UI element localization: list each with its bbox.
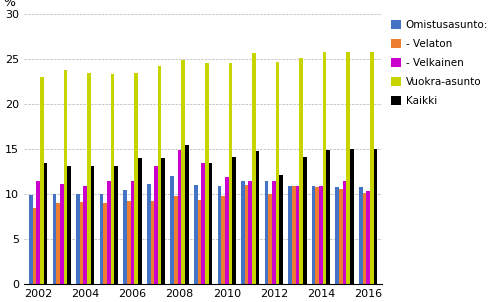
Bar [162,158,165,284]
Bar [359,187,363,284]
Y-axis label: %: % [3,0,16,9]
Bar [312,186,316,284]
Bar [178,150,181,284]
Bar [363,193,366,284]
Bar [29,195,33,284]
Bar [154,166,158,284]
Bar [127,201,131,284]
Bar [198,200,201,284]
Bar [366,191,370,284]
Bar [131,181,134,284]
Bar [53,194,56,284]
Bar [327,150,330,284]
Bar [241,181,245,284]
Bar [151,201,154,284]
Bar [350,149,354,284]
Bar [36,181,40,284]
Bar [232,157,236,284]
Bar [33,208,36,284]
Bar [228,63,232,284]
Bar [256,151,259,284]
Bar [275,62,279,284]
Bar [134,73,138,284]
Bar [346,52,350,284]
Bar [316,187,319,284]
Bar [170,176,174,284]
Bar [288,186,292,284]
Bar [114,166,118,284]
Bar [205,63,209,284]
Bar [252,53,256,284]
Bar [76,194,80,284]
Bar [323,52,327,284]
Bar [174,196,178,284]
Bar [296,186,299,284]
Bar [56,203,60,284]
Bar [67,165,71,284]
Bar [91,166,94,284]
Bar [123,190,127,284]
Bar [225,177,228,284]
Bar [181,60,185,284]
Bar [194,185,198,284]
Bar [138,158,141,284]
Bar [100,194,104,284]
Bar [265,181,269,284]
Bar [185,145,189,284]
Bar [269,194,272,284]
Bar [40,76,44,284]
Bar [335,187,339,284]
Bar [374,149,377,284]
Bar [221,196,225,284]
Bar [209,163,212,284]
Bar [248,181,252,284]
Bar [272,181,275,284]
Bar [87,73,91,284]
Bar [299,58,303,284]
Bar [63,70,67,284]
Bar [60,185,63,284]
Bar [83,186,87,284]
Bar [107,181,110,284]
Bar [201,163,205,284]
Bar [147,185,151,284]
Bar [343,181,346,284]
Bar [339,189,343,284]
Bar [319,186,323,284]
Bar [245,185,248,284]
Bar [158,66,162,284]
Legend: Omistusasunto:, - Velaton, - Velkainen, Vuokra-asunto, Kaikki: Omistusasunto:, - Velaton, - Velkainen, … [391,20,488,106]
Bar [279,175,283,284]
Bar [218,186,221,284]
Bar [370,52,374,284]
Bar [110,74,114,284]
Bar [104,203,107,284]
Bar [44,163,47,284]
Bar [292,186,296,284]
Bar [303,157,306,284]
Bar [80,202,83,284]
